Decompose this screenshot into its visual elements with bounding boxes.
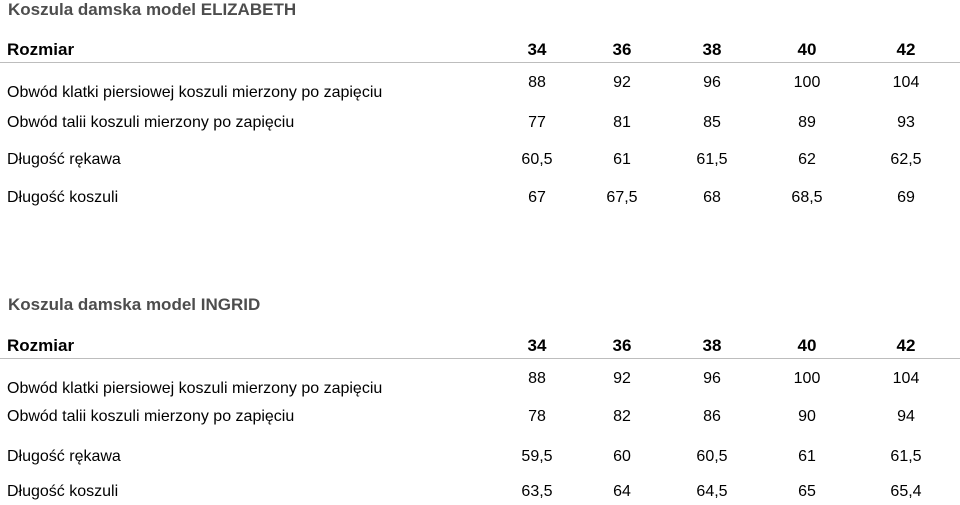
measurement-value: 64 — [613, 483, 631, 500]
size-header-cell: 34 — [527, 40, 547, 59]
measurement-label: Długość koszuli — [7, 483, 119, 500]
measurement-row: Długość rękawa 59,5 60 60,5 61 61,5 — [0, 448, 960, 472]
measurement-value: 77 — [528, 114, 546, 131]
measurement-value: 100 — [793, 370, 821, 387]
measurement-value: 88 — [528, 370, 546, 387]
measurement-value: 65 — [798, 483, 816, 500]
size-header-cell: 38 — [702, 40, 722, 59]
measurement-value: 59,5 — [521, 448, 553, 465]
measurement-value: 104 — [892, 370, 920, 387]
size-table-ingrid: Koszula damska model INGRID Rozmiar 34 3… — [0, 295, 960, 505]
size-header-cell: 42 — [896, 336, 916, 355]
measurement-value: 60,5 — [696, 448, 728, 465]
size-header-cell: 42 — [896, 40, 916, 59]
measurement-value: 85 — [703, 114, 721, 131]
size-header-cell: 40 — [797, 336, 817, 355]
measurement-value: 89 — [798, 114, 816, 131]
measurement-row: Obwód klatki piersiowej koszuli mierzony… — [0, 370, 960, 397]
measurement-label: Długość rękawa — [7, 448, 121, 465]
row-divider — [0, 358, 960, 359]
measurement-value: 92 — [613, 74, 631, 91]
measurement-value: 69 — [897, 189, 915, 206]
size-header-label: Rozmiar — [7, 336, 75, 355]
measurement-value: 92 — [613, 370, 631, 387]
measurement-row: Obwód klatki piersiowej koszuli mierzony… — [0, 74, 960, 101]
table-title: Koszula damska model ELIZABETH — [8, 0, 297, 19]
table-title: Koszula damska model INGRID — [8, 295, 261, 314]
size-header-cell: 36 — [612, 40, 632, 59]
measurement-row: Długość koszuli 63,5 64 64,5 65 65,4 — [0, 483, 960, 505]
measurement-value: 81 — [613, 114, 631, 131]
size-header-cell: 38 — [702, 336, 722, 355]
measurement-value: 65,4 — [890, 483, 922, 500]
measurement-value: 86 — [703, 408, 721, 425]
size-header-row: Rozmiar 34 36 38 40 42 — [0, 336, 960, 360]
measurement-value: 64,5 — [696, 483, 728, 500]
size-header-label: Rozmiar — [7, 40, 75, 59]
measurement-value: 90 — [798, 408, 816, 425]
measurement-value: 61 — [798, 448, 816, 465]
measurement-value: 62 — [798, 151, 816, 168]
measurement-row: Długość koszuli 67 67,5 68 68,5 69 — [0, 189, 960, 213]
row-divider — [0, 62, 960, 63]
measurement-value: 61,5 — [890, 448, 922, 465]
measurement-label: Obwód klatki piersiowej koszuli mierzony… — [7, 380, 383, 397]
measurement-value: 61 — [613, 151, 631, 168]
measurement-value: 94 — [897, 408, 915, 425]
measurement-value: 67,5 — [606, 189, 638, 206]
measurement-label: Obwód talii koszuli mierzony po zapięciu — [7, 408, 295, 425]
measurement-row: Obwód talii koszuli mierzony po zapięciu… — [0, 114, 960, 138]
measurement-row: Obwód talii koszuli mierzony po zapięciu… — [0, 408, 960, 432]
measurement-label: Długość rękawa — [7, 151, 121, 168]
measurement-value: 93 — [897, 114, 915, 131]
measurement-value: 62,5 — [890, 151, 922, 168]
measurement-value: 88 — [528, 74, 546, 91]
measurement-value: 60 — [613, 448, 631, 465]
measurement-value: 61,5 — [696, 151, 728, 168]
measurement-value: 100 — [793, 74, 821, 91]
measurement-value: 78 — [528, 408, 546, 425]
size-header-cell: 34 — [527, 336, 547, 355]
size-table-elizabeth: Koszula damska model ELIZABETH Rozmiar 3… — [0, 0, 960, 230]
measurement-value: 60,5 — [521, 151, 553, 168]
measurement-value: 63,5 — [521, 483, 553, 500]
measurement-value: 104 — [892, 74, 920, 91]
measurement-value: 67 — [528, 189, 546, 206]
measurement-value: 96 — [703, 370, 721, 387]
measurement-value: 68,5 — [791, 189, 823, 206]
size-header-cell: 36 — [612, 336, 632, 355]
measurement-row: Długość rękawa 60,5 61 61,5 62 62,5 — [0, 151, 960, 175]
measurement-label: Obwód klatki piersiowej koszuli mierzony… — [7, 84, 383, 101]
size-header-cell: 40 — [797, 40, 817, 59]
size-header-row: Rozmiar 34 36 38 40 42 — [0, 40, 960, 64]
measurement-value: 82 — [613, 408, 631, 425]
measurement-label: Długość koszuli — [7, 189, 119, 206]
measurement-value: 96 — [703, 74, 721, 91]
measurement-label: Obwód talii koszuli mierzony po zapięciu — [7, 114, 295, 131]
measurement-value: 68 — [703, 189, 721, 206]
